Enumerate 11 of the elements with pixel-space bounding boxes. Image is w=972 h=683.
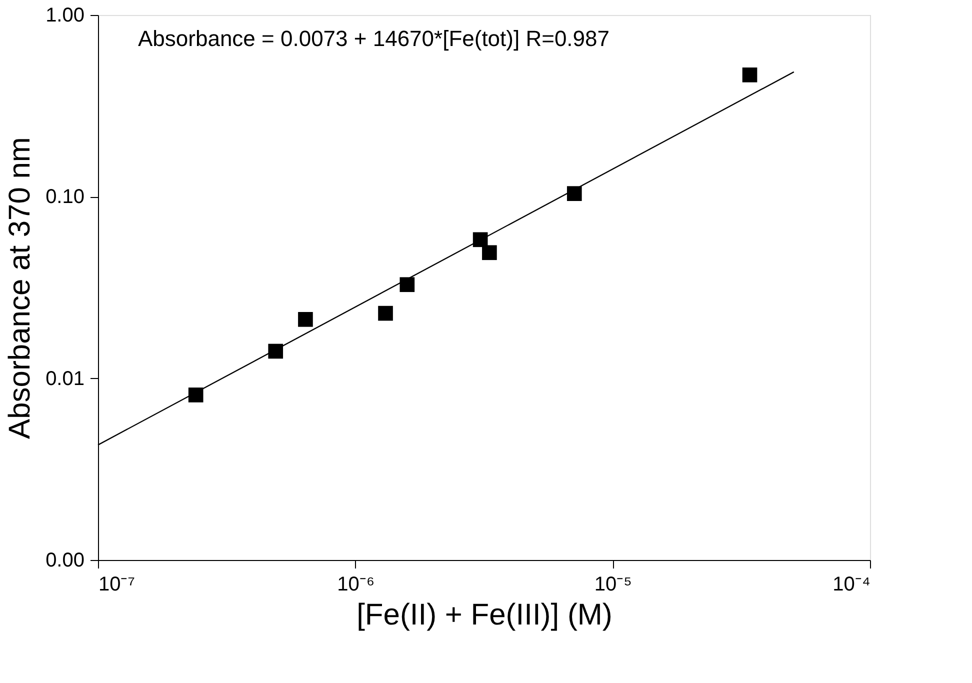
y-axis-title: Absorbance at 370 nm [4,137,37,439]
x-tick-label: 10⁻⁶ [337,574,375,596]
y-tick-label: 1.00 [46,4,84,26]
x-tick-label: 10⁻⁴ [832,574,870,596]
x-tick-label: 10⁻⁵ [594,574,632,596]
x-axis-title: [Fe(II) + Fe(III)] (M) [356,598,612,632]
annotation: Absorbance = 0.0073 + 14670*[Fe(tot)] R=0.987 [138,26,610,51]
y-tick-label: 0.00 [46,550,84,572]
x-tick-label: 10⁻⁷ [98,574,135,596]
y-tick-label: 0.01 [46,368,84,390]
y-tick-label: 0.10 [46,186,84,208]
